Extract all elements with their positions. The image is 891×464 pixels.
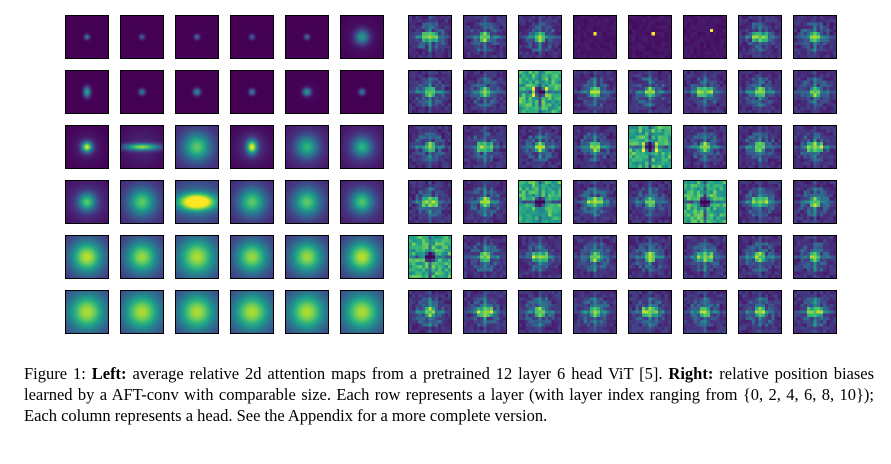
aft-conv-bias-tile: [408, 235, 452, 279]
aft-conv-bias-tile: [683, 70, 727, 114]
aft-conv-bias-tile: [408, 15, 452, 59]
vit-attention-map-tile: [230, 70, 274, 114]
vit-attention-map-tile: [340, 125, 384, 169]
vit-attention-map-tile: [285, 235, 329, 279]
aft-conv-bias-tile: [463, 180, 507, 224]
aft-conv-bias-tile: [518, 70, 562, 114]
aft-conv-bias-tile: [463, 70, 507, 114]
caption-right-text: relative position biases learned by a AF…: [24, 364, 875, 425]
vit-attention-map-tile: [175, 235, 219, 279]
vit-attention-map-tile: [65, 235, 109, 279]
vit-attention-map-tile: [65, 180, 109, 224]
vit-attention-map-tile: [230, 15, 274, 59]
aft-conv-bias-tile: [518, 125, 562, 169]
aft-conv-bias-tile: [628, 290, 672, 334]
aft-conv-bias-tile: [793, 70, 837, 114]
aft-conv-bias-tile: [463, 125, 507, 169]
aft-conv-bias-tile: [573, 70, 617, 114]
vit-attention-map-tile: [230, 180, 274, 224]
aft-conv-bias-tile: [628, 235, 672, 279]
aft-conv-bias-tile: [793, 180, 837, 224]
vit-attention-map-tile: [285, 70, 329, 114]
vit-attention-map-tile: [65, 290, 109, 334]
aft-conv-bias-tile: [628, 180, 672, 224]
aft-conv-bias-tile: [463, 15, 507, 59]
aft-conv-bias-tile: [793, 15, 837, 59]
vit-attention-map-tile: [120, 125, 164, 169]
aft-conv-bias-tile: [573, 180, 617, 224]
aft-conv-bias-tile: [683, 125, 727, 169]
aft-conv-bias-tile: [463, 290, 507, 334]
vit-attention-map-tile: [65, 125, 109, 169]
aft-conv-bias-tile: [683, 180, 727, 224]
aft-conv-bias-tile: [408, 290, 452, 334]
aft-conv-bias-tile: [518, 235, 562, 279]
aft-conv-bias-tile: [573, 290, 617, 334]
aft-conv-bias-tile: [463, 235, 507, 279]
vit-attention-map-tile: [340, 235, 384, 279]
vit-attention-map-tile: [120, 15, 164, 59]
vit-attention-map-tile: [230, 290, 274, 334]
vit-attention-map-tile: [120, 70, 164, 114]
aft-conv-bias-tile: [738, 180, 782, 224]
aft-conv-bias-tile: [793, 290, 837, 334]
aft-conv-bias-tile: [738, 290, 782, 334]
vit-attention-map-tile: [285, 125, 329, 169]
vit-attention-map-tile: [175, 70, 219, 114]
aft-conv-bias-tile: [573, 235, 617, 279]
vit-attention-map-tile: [175, 290, 219, 334]
aft-conv-bias-tile: [683, 235, 727, 279]
aft-conv-bias-tile: [408, 125, 452, 169]
vit-attention-map-tile: [285, 15, 329, 59]
aft-conv-bias-tile: [683, 290, 727, 334]
caption-left-bold: Left:: [91, 364, 127, 383]
vit-attention-map-tile: [285, 180, 329, 224]
vit-attention-map-tile: [285, 290, 329, 334]
caption-left-text: average relative 2d attention maps from …: [132, 364, 663, 383]
aft-conv-bias-tile: [738, 70, 782, 114]
figure-caption: Figure 1: Left: average relative 2d atte…: [24, 363, 874, 426]
caption-right-bold: Right:: [668, 364, 714, 383]
aft-conv-bias-tile: [793, 235, 837, 279]
aft-conv-bias-tile: [518, 180, 562, 224]
aft-conv-bias-tile: [518, 15, 562, 59]
vit-attention-map-tile: [175, 180, 219, 224]
vit-attention-map-tile: [340, 290, 384, 334]
aft-conv-bias-tile: [628, 15, 672, 59]
vit-attention-map-tile: [120, 180, 164, 224]
vit-attention-map-tile: [175, 15, 219, 59]
vit-attention-map-tile: [230, 235, 274, 279]
vit-attention-map-tile: [120, 235, 164, 279]
vit-attention-map-tile: [65, 15, 109, 59]
aft-conv-bias-tile: [573, 15, 617, 59]
aft-conv-bias-tile: [408, 70, 452, 114]
aft-conv-bias-tile: [408, 180, 452, 224]
aft-conv-bias-tile: [628, 125, 672, 169]
vit-attention-map-tile: [340, 70, 384, 114]
vit-attention-map-tile: [175, 125, 219, 169]
aft-conv-bias-tile: [793, 125, 837, 169]
aft-conv-bias-tile: [683, 15, 727, 59]
vit-attention-map-tile: [65, 70, 109, 114]
aft-conv-bias-tile: [738, 15, 782, 59]
aft-conv-bias-tile: [738, 125, 782, 169]
vit-attention-map-tile: [340, 180, 384, 224]
aft-conv-bias-tile: [738, 235, 782, 279]
caption-label: Figure 1:: [24, 364, 86, 383]
vit-attention-map-tile: [230, 125, 274, 169]
vit-attention-map-tile: [340, 15, 384, 59]
aft-conv-bias-tile: [628, 70, 672, 114]
figure-panel: [65, 15, 837, 334]
aft-conv-bias-tile: [573, 125, 617, 169]
aft-conv-bias-tile: [518, 290, 562, 334]
vit-attention-map-tile: [120, 290, 164, 334]
